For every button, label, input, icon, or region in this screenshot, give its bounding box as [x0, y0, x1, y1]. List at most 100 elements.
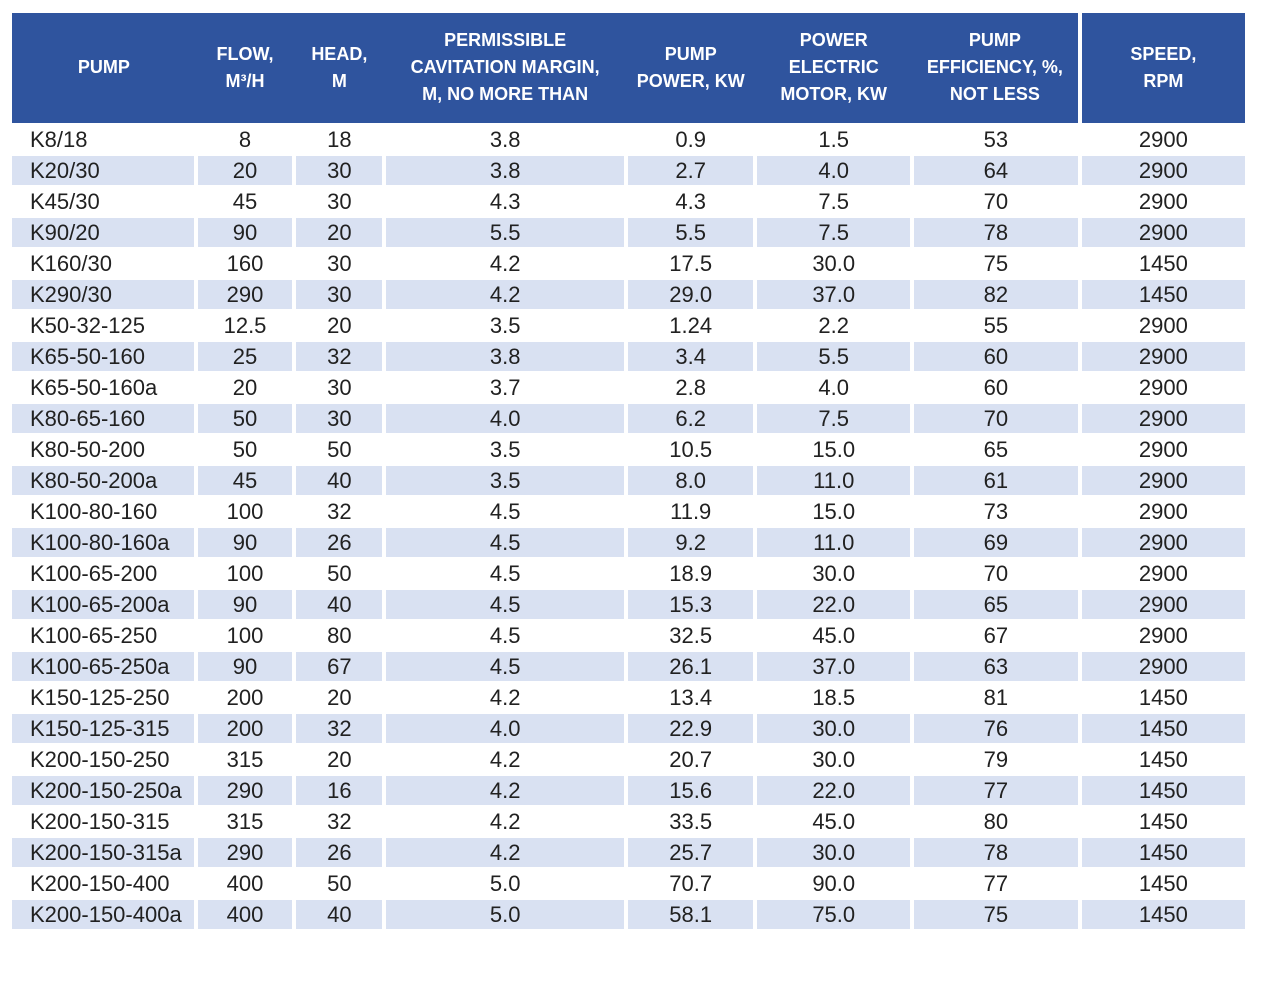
cell-flow: 90 [195, 651, 297, 683]
cell-head: 50 [294, 868, 387, 900]
column-header-line: CAVITATION MARGIN, [410, 57, 600, 78]
cell-speed: 2900 [1079, 155, 1245, 187]
cell-flow: 20 [195, 155, 297, 187]
cell-power: 0.9 [625, 124, 758, 156]
cell-speed: 1450 [1079, 248, 1245, 280]
cell-cavitation: 3.8 [384, 341, 628, 373]
cell-power: 70.7 [625, 868, 758, 900]
cell-power: 3.4 [625, 341, 758, 373]
table-header: PUMP FLOW, M³/H HEAD, M PERMISSIBLE CAVITATION… [12, 13, 1245, 126]
cell-cavitation: 4.0 [384, 403, 628, 435]
cell-motor: 30.0 [755, 558, 915, 590]
cell-efficiency: 65 [912, 589, 1082, 621]
cell-cavitation: 4.2 [384, 744, 628, 776]
cell-pump: K45/30 [12, 186, 198, 218]
column-header-line: HEAD, [311, 43, 368, 64]
cell-power: 22.9 [625, 713, 758, 745]
cell-power: 5.5 [625, 217, 758, 249]
cell-speed: 1450 [1079, 868, 1245, 900]
cell-head: 30 [294, 279, 387, 311]
table-row: K200-150-250 315 20 4.2 20.7 30.0 79 1450 [12, 744, 1245, 776]
cell-efficiency: 75 [912, 899, 1082, 931]
cell-flow: 290 [195, 775, 297, 807]
cell-motor: 90.0 [755, 868, 915, 900]
cell-speed: 1450 [1079, 682, 1245, 714]
column-header-flow: FLOW, M³/H [195, 13, 295, 126]
table-row: K8/18 8 18 3.8 0.9 1.5 53 2900 [12, 124, 1245, 156]
cell-motor: 18.5 [755, 682, 915, 714]
cell-cavitation: 4.5 [384, 651, 628, 683]
cell-speed: 2900 [1079, 589, 1245, 621]
cell-pump: K100-65-200a [12, 589, 198, 621]
cell-speed: 2900 [1079, 527, 1245, 559]
cell-head: 40 [294, 465, 387, 497]
cell-motor: 15.0 [755, 434, 915, 466]
cell-motor: 22.0 [755, 589, 915, 621]
cell-efficiency: 70 [912, 558, 1082, 590]
table-header-row: PUMP FLOW, M³/H HEAD, M PERMISSIBLE CAVITATION… [12, 13, 1245, 126]
cell-head: 67 [294, 651, 387, 683]
cell-flow: 400 [195, 868, 297, 900]
cell-speed: 2900 [1079, 124, 1245, 156]
column-header-power: PUMP POWER, KW [625, 13, 756, 126]
cell-motor: 75.0 [755, 899, 915, 931]
cell-efficiency: 64 [912, 155, 1082, 187]
table-row: K150-125-250 200 20 4.2 13.4 18.5 81 1450 [12, 682, 1245, 714]
cell-efficiency: 82 [912, 279, 1082, 311]
cell-power: 58.1 [625, 899, 758, 931]
column-header-motor: POWER ELECTRIC MOTOR, KW [755, 13, 913, 126]
cell-motor: 15.0 [755, 496, 915, 528]
cell-power: 29.0 [625, 279, 758, 311]
column-header-line: M [331, 70, 347, 91]
cell-power: 25.7 [625, 837, 758, 869]
cell-power: 26.1 [625, 651, 758, 683]
cell-cavitation: 4.5 [384, 620, 628, 652]
cell-cavitation: 3.8 [384, 155, 628, 187]
cell-efficiency: 65 [912, 434, 1082, 466]
table-row: K80-65-160 50 30 4.0 6.2 7.5 70 2900 [12, 403, 1245, 435]
cell-flow: 315 [195, 806, 297, 838]
cell-efficiency: 70 [912, 403, 1082, 435]
cell-efficiency: 78 [912, 837, 1082, 869]
cell-speed: 1450 [1079, 899, 1245, 931]
cell-motor: 5.5 [755, 341, 915, 373]
cell-cavitation: 4.2 [384, 279, 628, 311]
cell-head: 32 [294, 713, 387, 745]
pump-specifications-table: PUMP FLOW, M³/H HEAD, M PERMISSIBLE CAVITATION… [12, 13, 1245, 931]
cell-speed: 1450 [1079, 744, 1245, 776]
column-header-line: PUMP [664, 43, 717, 64]
cell-head: 50 [294, 558, 387, 590]
cell-motor: 11.0 [755, 527, 915, 559]
column-header-line: SPEED, [1130, 43, 1197, 64]
cell-motor: 22.0 [755, 775, 915, 807]
cell-flow: 90 [195, 527, 297, 559]
cell-efficiency: 55 [912, 310, 1082, 342]
cell-pump: K90/20 [12, 217, 198, 249]
table-row: K200-150-400 400 50 5.0 70.7 90.0 77 1450 [12, 868, 1245, 900]
cell-speed: 2900 [1079, 465, 1245, 497]
cell-pump: K100-65-250a [12, 651, 198, 683]
cell-power: 9.2 [625, 527, 758, 559]
cell-motor: 7.5 [755, 217, 915, 249]
cell-flow: 200 [195, 682, 297, 714]
cell-pump: K200-150-250 [12, 744, 198, 776]
table-row: K65-50-160 25 32 3.8 3.4 5.5 60 2900 [12, 341, 1245, 373]
cell-flow: 12.5 [195, 310, 297, 342]
cell-speed: 1450 [1079, 775, 1245, 807]
cell-power: 2.8 [625, 372, 758, 404]
cell-motor: 45.0 [755, 806, 915, 838]
cell-motor: 37.0 [755, 651, 915, 683]
cell-motor: 37.0 [755, 279, 915, 311]
cell-motor: 4.0 [755, 372, 915, 404]
cell-cavitation: 4.2 [384, 806, 628, 838]
cell-cavitation: 4.2 [384, 248, 628, 280]
cell-motor: 30.0 [755, 713, 915, 745]
cell-motor: 4.0 [755, 155, 915, 187]
cell-flow: 100 [195, 620, 297, 652]
cell-pump: K50-32-125 [12, 310, 198, 342]
cell-power: 17.5 [625, 248, 758, 280]
cell-cavitation: 4.5 [384, 496, 628, 528]
cell-pump: K200-150-400 [12, 868, 198, 900]
cell-cavitation: 3.5 [384, 434, 628, 466]
cell-efficiency: 73 [912, 496, 1082, 528]
